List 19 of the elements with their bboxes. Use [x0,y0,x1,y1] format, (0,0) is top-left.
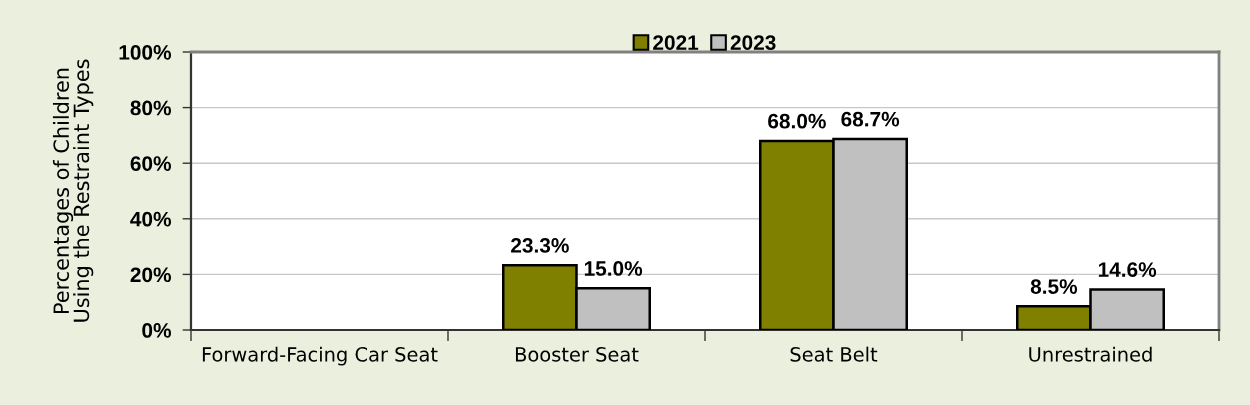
x-tick-label: Forward-Facing Car Seat [202,346,438,366]
y-tick-label: 20% [130,267,172,283]
y-tick-label: 60% [130,156,172,171]
data-label: 68.0% [768,113,826,129]
data-label: 23.3% [511,238,569,253]
legend-label: 2021 [653,35,699,50]
y-tick-label: 100% [119,45,172,60]
y-axis-title: Percentages of Children Using the Restraint Types [52,59,94,322]
x-tick-label: Booster Seat [515,347,639,362]
y-tick-label: 0% [142,323,172,338]
y-tick-label: 80% [130,100,172,116]
data-label: 15.0% [584,261,643,276]
y-tick-label: 40% [130,211,172,227]
x-tick-label: Seat Belt [790,346,878,362]
data-label: 14.6% [1098,262,1157,277]
data-label: 68.7% [841,111,900,127]
x-tick-label: Unrestrained [1029,346,1152,362]
legend-label: 2023 [730,35,776,50]
data-label: 8.5% [1030,279,1078,294]
